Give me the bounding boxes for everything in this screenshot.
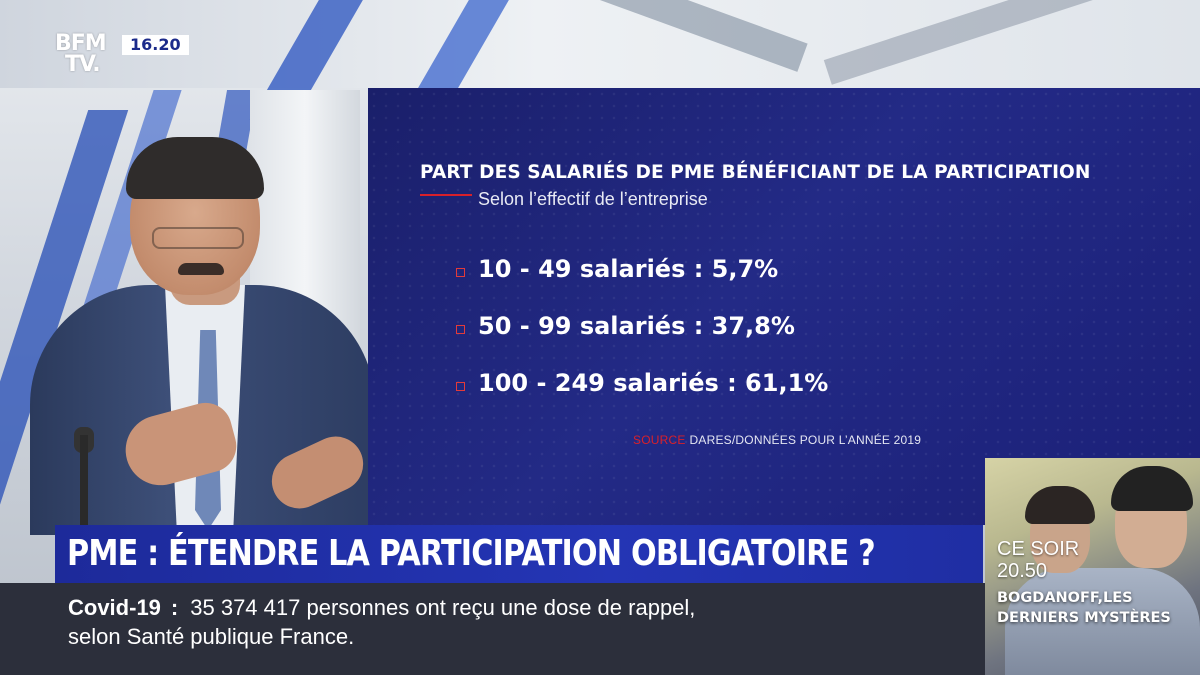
- microphone-stand: [80, 435, 88, 545]
- square-bullet-icon: [456, 381, 465, 391]
- clock-badge: 16.20: [122, 35, 189, 55]
- promo-person-hair: [1025, 486, 1095, 524]
- stat-row: 100 - 249 salariés : 61,1%: [456, 366, 828, 400]
- ticker-line: Covid-19:35 374 417 personnes ont reçu u…: [68, 595, 695, 621]
- ticker-text-line2: selon Santé publique France.: [68, 624, 355, 649]
- source-text: DARES/DONNÉES POUR L’ANNÉE 2019: [689, 433, 922, 447]
- logo-line2: TV.: [65, 52, 101, 77]
- news-ticker: Covid-19:35 374 417 personnes ont reçu u…: [0, 583, 985, 675]
- source-note: SOURCE DARES/DONNÉES POUR L’ANNÉE 2019: [633, 433, 921, 447]
- promo-title: BOGDANOFF,LES DERNIERS MYSTÈRES: [997, 590, 1171, 626]
- stat-text: 100 - 249 salariés : 61,1%: [478, 369, 829, 397]
- promo-figures-body: [1005, 568, 1200, 675]
- stat-text: 50 - 99 salariés : 37,8%: [478, 312, 795, 340]
- presenter: [20, 135, 375, 545]
- infographic-title: PART DES SALARIÉS DE PME BÉNÉFICIANT DE …: [420, 162, 1091, 183]
- headline-text: PME : ÉTENDRE LA PARTICIPATION OBLIGATOI…: [67, 533, 876, 574]
- stat-text: 10 - 49 salariés : 5,7%: [478, 255, 779, 283]
- headline-bar: PME : ÉTENDRE LA PARTICIPATION OBLIGATOI…: [55, 525, 983, 583]
- promo-person-hair: [1111, 466, 1193, 511]
- stat-row: 50 - 99 salariés : 37,8%: [456, 309, 795, 343]
- ticker-tag: Covid-19: [68, 595, 161, 620]
- infographic-panel: PART DES SALARIÉS DE PME BÉNÉFICIANT DE …: [368, 88, 1200, 525]
- presenter-mustache: [178, 263, 224, 275]
- infographic-subtitle: Selon l’effectif de l’entreprise: [478, 189, 708, 209]
- studio-backdrop-top: [0, 0, 1200, 88]
- logo-line1: BFM: [55, 31, 107, 56]
- presenter-glasses: [152, 227, 244, 249]
- program-promo: CE SOIR 20.50 BOGDANOFF,LES DERNIERS MYS…: [985, 458, 1200, 675]
- ticker-text-line1: 35 374 417 personnes ont reçu une dose d…: [190, 595, 696, 620]
- title-accent-rule: [420, 194, 472, 196]
- channel-logo: BFM TV.: [55, 31, 107, 77]
- stat-row: 10 - 49 salariés : 5,7%: [456, 252, 778, 286]
- source-label: SOURCE: [633, 433, 686, 447]
- ticker-colon: :: [170, 595, 179, 620]
- square-bullet-icon: [456, 267, 465, 277]
- promo-time: 20.50: [997, 560, 1048, 582]
- square-bullet-icon: [456, 324, 465, 334]
- promo-tonight: CE SOIR: [997, 538, 1080, 560]
- presenter-hair: [126, 137, 264, 199]
